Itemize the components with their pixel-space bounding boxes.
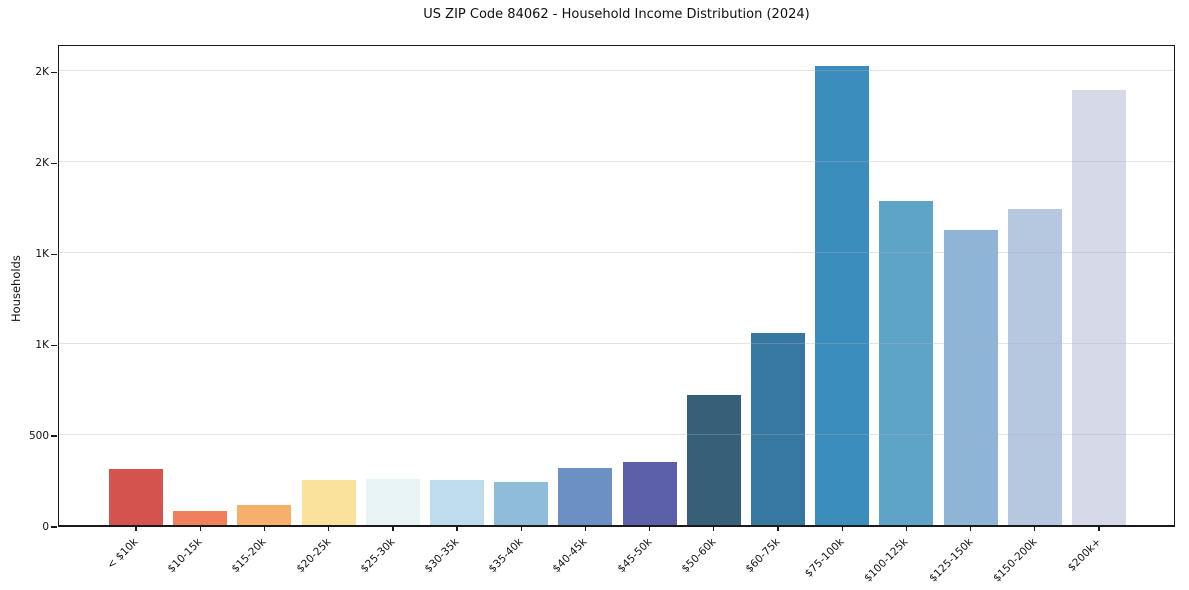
bar (622, 461, 677, 525)
gridline (59, 342, 1174, 344)
gridline (59, 69, 1174, 71)
x-tick-mark (199, 526, 201, 531)
x-tick-mark (520, 526, 522, 531)
y-tick-label: 1K (35, 248, 49, 261)
bar (1007, 208, 1062, 525)
x-tick-mark (841, 526, 843, 531)
y-tick-label: 2K (35, 157, 49, 170)
x-tick-mark (1034, 526, 1036, 531)
y-tick-label: 0 (42, 521, 49, 533)
y-tick-mark (51, 253, 57, 255)
y-tick-mark (51, 162, 57, 164)
bar (237, 505, 292, 525)
bar (430, 480, 485, 525)
x-tick-mark (263, 526, 266, 531)
bar (365, 479, 420, 525)
y-tick-mark (51, 435, 57, 437)
bar (815, 65, 870, 525)
gridline (59, 160, 1174, 162)
plot-area (58, 45, 1175, 531)
gridline (59, 251, 1174, 253)
chart-title: US ZIP Code 84062 - Household Income Dis… (423, 7, 810, 22)
x-tick-mark (905, 526, 908, 531)
y-tick-label: 2K (35, 66, 49, 79)
x-tick-mark (713, 526, 715, 531)
x-tick-mark (135, 526, 137, 531)
y-tick-mark (51, 71, 57, 73)
y-tick-label: 1K (35, 339, 49, 352)
bar (109, 468, 164, 525)
bar (558, 468, 613, 525)
x-tick-mark (1098, 526, 1100, 531)
x-tick-label: < $10k (105, 536, 141, 572)
x-tick-mark (392, 526, 394, 531)
x-tick-mark (328, 526, 330, 531)
x-tick-mark (648, 526, 651, 531)
bar (750, 333, 805, 525)
bar (943, 230, 998, 525)
x-tick-mark (456, 526, 458, 531)
bar (494, 481, 549, 525)
bar (879, 201, 934, 525)
bar (1071, 90, 1126, 525)
bar (301, 479, 356, 525)
x-tick-mark (584, 526, 587, 531)
gridline (59, 433, 1174, 435)
y-tick-mark (51, 526, 57, 528)
y-tick-mark (51, 344, 57, 346)
bar (686, 394, 741, 525)
x-tick-mark (777, 526, 779, 531)
y-axis-label: Households (9, 255, 23, 322)
x-tick-mark (969, 526, 972, 531)
bar (173, 511, 228, 525)
y-tick-label: 500 (28, 430, 49, 443)
